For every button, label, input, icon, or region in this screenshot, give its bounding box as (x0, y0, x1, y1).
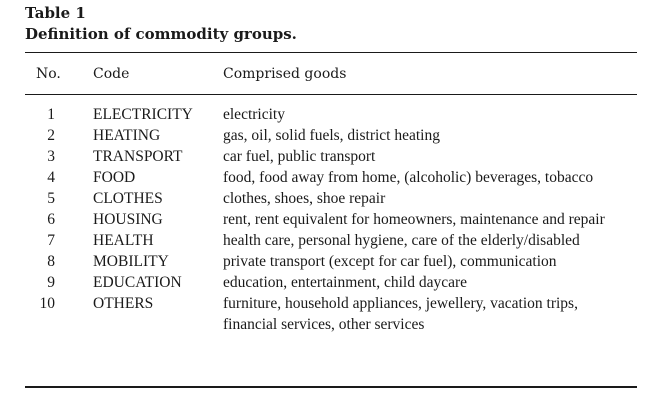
table-label: Table 1 (25, 4, 86, 22)
table-row: 9 EDUCATION education, entertainment, chil… (0, 272, 651, 293)
table-title: Definition of commodity groups. (25, 25, 297, 43)
cell-no: 5 (47, 190, 55, 207)
cell-no: 3 (47, 148, 55, 165)
table-row: 6 HOUSING rent, rent equivalent for homeow… (0, 209, 651, 230)
table-row: 8 MOBILITY private transport (except for c… (0, 251, 651, 272)
table-row: 10 OTHERS furniture, household appliances,… (0, 293, 651, 335)
cell-code: MOBILITY (93, 253, 169, 270)
cell-goods: food, food away from home, (alcoholic) b… (223, 169, 594, 186)
top-rule (25, 52, 637, 53)
cell-goods: private transport (except for car fuel),… (223, 253, 557, 270)
table-row: 1 ELECTRICITY electricity (0, 104, 651, 125)
cell-code: CLOTHES (93, 190, 163, 207)
cell-code: HEATING (93, 127, 161, 144)
cell-code: FOOD (93, 169, 136, 186)
cell-no: 6 (47, 211, 55, 228)
table-caption: Table 1 Definition of commodity groups. (25, 3, 297, 45)
cell-no: 9 (47, 274, 55, 291)
table-row: 3 TRANSPORT car fuel, public transport (0, 146, 651, 167)
table-row: 5 CLOTHES clothes, shoes, shoe repair (0, 188, 651, 209)
cell-goods: car fuel, public transport (223, 148, 376, 165)
bottom-rule (25, 386, 637, 388)
cell-code: ELECTRICITY (93, 106, 193, 123)
cell-goods: electricity (223, 106, 285, 123)
cell-no: 10 (39, 295, 56, 312)
cell-goods: clothes, shoes, shoe repair (223, 190, 386, 207)
header-code: Code (93, 66, 130, 82)
cell-code: EDUCATION (93, 274, 182, 291)
cell-goods: rent, rent equivalent for homeowners, ma… (223, 211, 605, 228)
cell-no: 7 (47, 232, 55, 249)
header-goods: Comprised goods (223, 66, 347, 82)
cell-code: HOUSING (93, 211, 163, 228)
cell-no: 1 (47, 106, 55, 123)
cell-no: 2 (47, 127, 55, 144)
table-row: 2 HEATING gas, oil, solid fuels, district … (0, 125, 651, 146)
cell-goods: furniture, household appliances, jewelle… (223, 295, 578, 333)
cell-code: HEALTH (93, 232, 154, 249)
cell-code: OTHERS (93, 295, 154, 312)
cell-goods: health care, personal hygiene, care of t… (223, 232, 580, 249)
table-body: 1 ELECTRICITY electricity 2 HEATING gas, oil,… (0, 104, 651, 335)
header-no: No. (36, 66, 61, 82)
header-rule (25, 94, 637, 95)
cell-no: 8 (47, 253, 55, 270)
cell-goods: education, entertainment, child daycare (223, 274, 468, 291)
cell-goods: gas, oil, solid fuels, district heating (223, 127, 440, 144)
cell-code: TRANSPORT (93, 148, 183, 165)
table-row: 4 FOOD food, food away from home, (alcohol… (0, 167, 651, 188)
table-row: 7 HEALTH health care, personal hygiene, ca… (0, 230, 651, 251)
cell-no: 4 (47, 169, 55, 186)
